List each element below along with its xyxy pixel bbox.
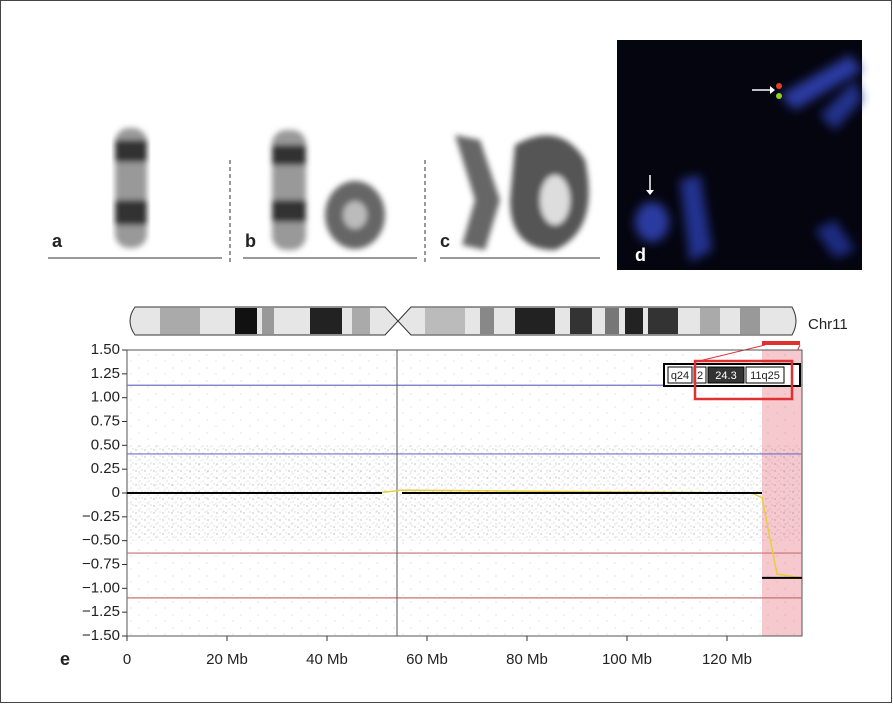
x-tick-label: 100 Mb xyxy=(602,651,652,668)
band-cell xyxy=(667,366,693,384)
y-tick-label: 0.25 xyxy=(91,460,120,477)
y-tick-label: −1.00 xyxy=(82,579,120,596)
x-tick-label: 60 Mb xyxy=(406,651,448,668)
x-tick-label: 20 Mb xyxy=(206,651,248,668)
signal-green xyxy=(776,93,782,99)
band-callout xyxy=(693,359,794,401)
band-cell xyxy=(745,366,785,384)
panel-label: b xyxy=(245,231,256,251)
y-tick-label: −1.25 xyxy=(82,603,120,620)
y-tick-label: 1.00 xyxy=(91,389,120,406)
chromosome-image xyxy=(272,130,385,250)
panel-label: d xyxy=(635,245,646,265)
y-tick-label: 0.75 xyxy=(91,412,120,429)
x-tick-label: 120 Mb xyxy=(702,651,752,668)
y-tick-label: −0.25 xyxy=(82,508,120,525)
band-label: 11q25 xyxy=(750,370,780,382)
panel-label: e xyxy=(60,649,70,669)
y-tick-label: 1.25 xyxy=(91,365,120,382)
x-tick-label: 0 xyxy=(123,651,131,668)
fish-signal xyxy=(635,55,862,262)
panel-label: a xyxy=(52,231,63,251)
x-tick-label: 80 Mb xyxy=(506,651,548,668)
arrow xyxy=(646,190,654,195)
chromosome-label: Chr11 xyxy=(808,316,848,333)
band-label: 2 xyxy=(697,370,703,382)
band-label: q24 xyxy=(671,370,689,382)
x-tick-label: 40 Mb xyxy=(306,651,348,668)
chromosome-image xyxy=(455,135,589,250)
ideogram xyxy=(129,306,797,336)
y-tick-label: 0 xyxy=(112,484,120,501)
band-cell xyxy=(707,366,745,384)
y-tick-label: −0.50 xyxy=(82,532,120,549)
deleted-band-marker xyxy=(762,341,800,345)
panel-label: c xyxy=(440,231,450,251)
band-label: 24.3 xyxy=(715,370,736,382)
y-tick-label: 0.50 xyxy=(91,436,120,453)
chromosome-image xyxy=(115,128,147,248)
arrow xyxy=(770,86,775,94)
plot: 1.50 1.25 1.00 0.75 0.50 0.25 0 −0.25 −0.50 −0.75… xyxy=(82,341,803,668)
y-tick-label: 1.50 xyxy=(91,341,120,358)
y-tick-label: −0.75 xyxy=(82,555,120,572)
signal-red xyxy=(776,83,782,89)
y-tick-label: −1.50 xyxy=(82,627,120,644)
